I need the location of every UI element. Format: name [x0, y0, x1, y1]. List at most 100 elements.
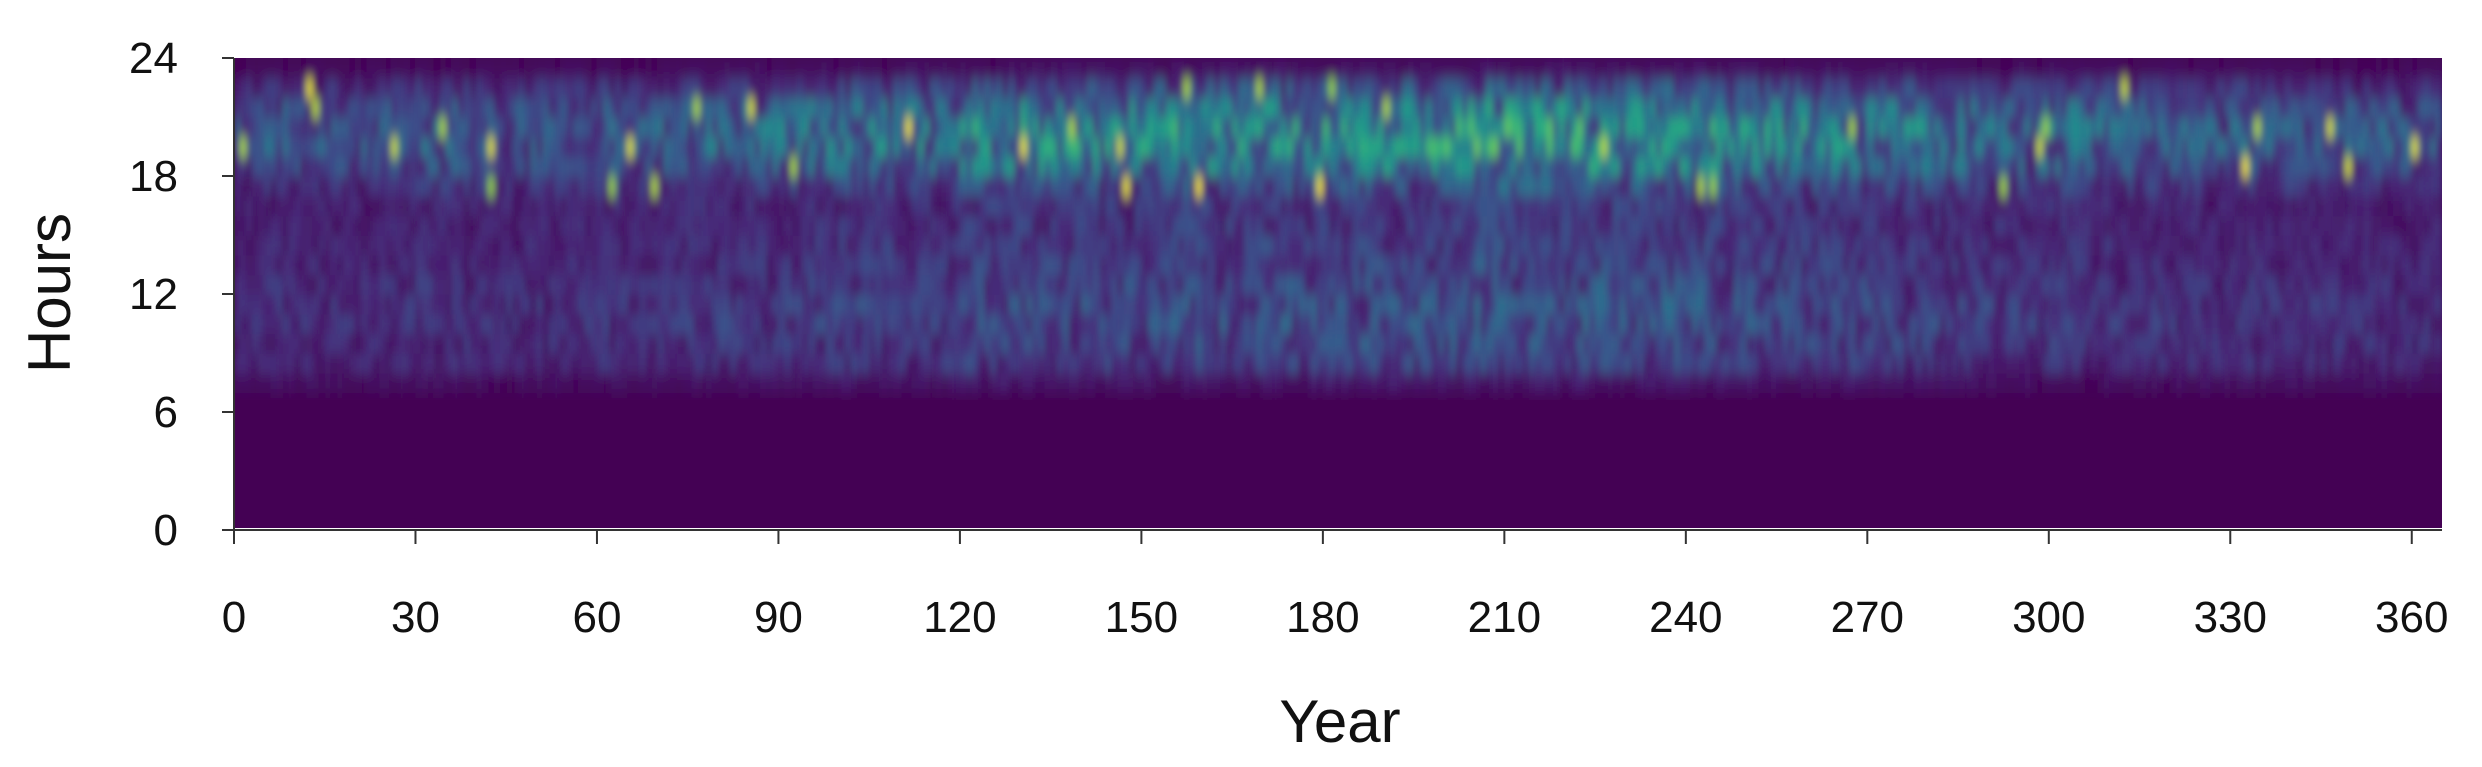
heatmap-cell [669, 77, 677, 99]
heatmap-cell [711, 333, 719, 354]
heatmap-cell [1159, 254, 1167, 276]
heatmap-cell [1062, 97, 1070, 118]
heatmap-cell [379, 294, 386, 315]
heatmap-cell [1062, 77, 1070, 99]
heatmap-cell [633, 58, 641, 79]
heatmap-cell [711, 215, 719, 236]
heatmap-cell [1256, 274, 1264, 295]
heatmap-cell [1099, 176, 1106, 197]
heatmap-cell [1740, 254, 1748, 276]
heatmap-cell [1843, 97, 1850, 118]
heatmap-cell [512, 215, 520, 236]
heatmap-cell [1946, 176, 1953, 197]
heatmap-cell [1056, 97, 1064, 118]
heatmap-cell [342, 274, 350, 295]
heatmap-cell [469, 97, 477, 118]
heatmap-cell [1825, 215, 1832, 236]
heatmap-cell [2000, 195, 2008, 217]
heatmap-cell [1891, 274, 1899, 295]
heatmap-cell [1189, 97, 1197, 118]
heatmap-cell [651, 156, 659, 177]
heatmap-cell [1456, 313, 1463, 335]
heatmap-cell [1583, 294, 1590, 315]
heatmap-cell [1449, 254, 1457, 276]
heatmap-cell [984, 176, 991, 197]
heatmap-cell [1879, 195, 1887, 217]
heatmap-cell [1964, 274, 1971, 295]
heatmap-cell [1171, 235, 1179, 256]
heatmap-cell [1770, 136, 1778, 158]
heatmap-cell [1492, 333, 1500, 354]
heatmap-cell [1147, 97, 1155, 118]
heatmap-cell [445, 294, 453, 315]
heatmap-cell [814, 294, 822, 315]
heatmap-cell [1189, 58, 1197, 79]
heatmap-cell [1141, 274, 1149, 295]
heatmap-cell [808, 274, 816, 295]
heatmap-cell [1262, 313, 1270, 335]
heatmap-cell [1286, 235, 1294, 256]
heatmap-cell [536, 58, 544, 79]
heatmap-cell [1528, 215, 1536, 236]
heatmap-cell [923, 156, 931, 177]
heatmap-cell [463, 77, 471, 99]
heatmap-cell [838, 77, 846, 99]
heatmap-cell [1123, 294, 1130, 315]
heatmap-cell [560, 372, 568, 394]
heatmap-cell [1843, 372, 1850, 394]
heatmap-cell [1818, 195, 1826, 217]
heatmap-cell [373, 274, 380, 295]
heatmap-cell [966, 372, 973, 394]
heatmap-cell [675, 195, 683, 217]
heatmap-cell [512, 235, 520, 256]
heatmap-cell [1395, 77, 1403, 99]
heatmap-cell [1002, 274, 1010, 295]
heatmap-cell [808, 176, 816, 197]
heatmap-cell [282, 58, 290, 79]
heatmap-cell [1383, 176, 1391, 197]
heatmap-cell [687, 274, 695, 295]
heatmap-cell [1153, 117, 1161, 138]
heatmap-cell [1189, 156, 1197, 177]
heatmap-cell [1710, 215, 1717, 236]
heatmap-cell [1746, 97, 1754, 118]
heatmap-cell [469, 254, 477, 276]
heatmap-cell [1093, 215, 1100, 236]
heatmap-cell [717, 313, 725, 335]
heatmap-cell [1062, 313, 1070, 335]
heatmap-cell [1316, 156, 1324, 177]
heatmap-cell [1546, 215, 1554, 236]
heatmap-cell [306, 274, 314, 295]
heatmap-cell [1395, 254, 1403, 276]
heatmap-cell [1014, 372, 1022, 394]
heatmap-cell [518, 97, 526, 118]
heatmap-cell [1395, 274, 1403, 295]
heatmap-cell [427, 97, 435, 118]
heatmap-cell [1885, 353, 1893, 374]
heatmap-cell [1806, 333, 1814, 354]
heatmap-cell [463, 176, 471, 197]
heatmap-cell [711, 313, 719, 335]
heatmap-cell [784, 254, 792, 276]
heatmap-cell [1371, 215, 1379, 236]
heatmap-cell [711, 58, 719, 79]
heatmap-cell [1214, 353, 1221, 374]
heatmap-cell [1583, 254, 1590, 276]
heatmap-cell [1752, 117, 1760, 138]
heatmap-cell [1274, 136, 1282, 158]
heatmap-cell [1353, 195, 1360, 217]
heatmap-cell [1601, 77, 1608, 99]
heatmap-cell [409, 136, 417, 158]
heatmap-cell [838, 136, 846, 158]
heatmap-cell [330, 136, 338, 158]
heatmap-cell [972, 294, 979, 315]
heatmap-cell [603, 58, 610, 79]
heatmap-cell [1794, 313, 1802, 335]
heatmap-cell [1915, 333, 1923, 354]
heatmap-cell [1722, 156, 1729, 177]
heatmap-cell [234, 235, 241, 256]
heatmap-cell [699, 176, 707, 197]
heatmap-cell [1123, 77, 1130, 99]
heatmap-cell [234, 97, 241, 118]
heatmap-cell [699, 215, 707, 236]
